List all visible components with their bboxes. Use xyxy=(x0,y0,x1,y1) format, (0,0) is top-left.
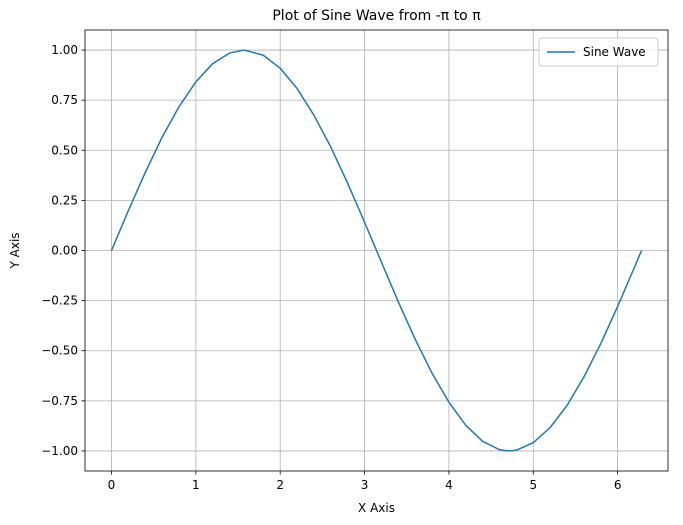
legend-label-sine-wave: Sine Wave xyxy=(583,45,646,59)
x-tick-label: 0 xyxy=(108,478,116,492)
y-tick-label: 0.50 xyxy=(51,143,78,157)
x-tick-label: 1 xyxy=(192,478,200,492)
series-line-sine-wave xyxy=(110,49,643,452)
y-tick-label: 0.75 xyxy=(51,93,78,107)
x-tick-label: 4 xyxy=(445,478,453,492)
legend: Sine Wave xyxy=(538,37,659,67)
y-tick-label: 0.00 xyxy=(51,244,78,258)
plot-area-frame xyxy=(84,29,669,472)
y-tick-label: 0.25 xyxy=(51,193,78,207)
x-axis-label: X Axis xyxy=(358,501,395,515)
legend-box xyxy=(538,37,659,67)
axis-ticks: 0 1 2 3 4 5 6 1.00 0.75 0.50 0.25 0.00 −0.25 −0.50 −0.… xyxy=(41,43,621,492)
x-tick-label: 2 xyxy=(276,478,284,492)
x-tick-label: 6 xyxy=(614,478,622,492)
y-tick-label: −1.00 xyxy=(41,444,78,458)
y-tick-label: −0.25 xyxy=(41,294,78,308)
x-tick-label: 5 xyxy=(529,478,537,492)
series-group xyxy=(110,49,643,452)
chart-title: Plot of Sine Wave from -π to π xyxy=(272,8,481,24)
y-tick-label: 1.00 xyxy=(51,43,78,57)
grid-lines xyxy=(85,30,668,471)
y-tick-label: −0.75 xyxy=(41,394,78,408)
y-tick-label: −0.50 xyxy=(41,344,78,358)
x-tick-label: 3 xyxy=(361,478,369,492)
y-axis-label: Y Axis xyxy=(8,232,22,269)
